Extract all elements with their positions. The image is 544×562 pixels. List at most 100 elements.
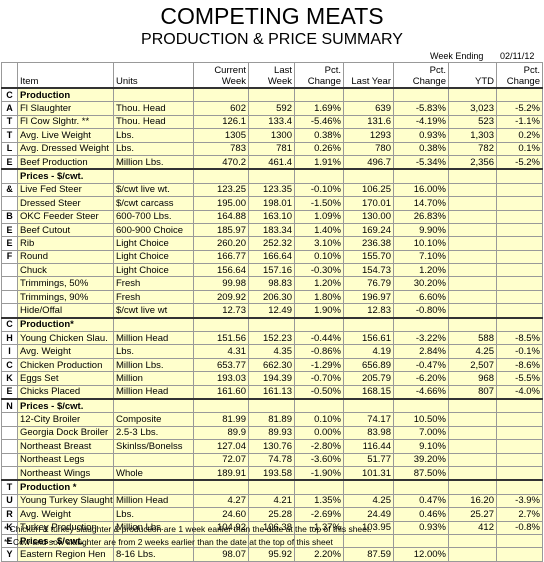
value-cell: 782 <box>448 141 497 156</box>
title: COMPETING MEATS <box>160 3 384 29</box>
value-cell: 4.25 <box>448 344 497 359</box>
value-cell <box>248 316 295 333</box>
value-cell: 236.38 <box>343 236 394 251</box>
units <box>113 87 194 103</box>
value-cell: 2,356 <box>448 154 497 170</box>
table-row: C Production <box>1 87 543 103</box>
value-cell: 1.90% <box>294 303 344 319</box>
value-cell: 523 <box>448 114 497 130</box>
value-cell <box>343 479 394 495</box>
value-cell: 16.00% <box>393 182 449 198</box>
value-cell: 163.10 <box>248 209 295 224</box>
value-cell <box>448 182 497 198</box>
value-cell <box>393 87 449 103</box>
side-letter: F <box>1 249 18 265</box>
value-cell <box>496 209 543 224</box>
value-cell: 602 <box>193 101 249 116</box>
value-cell: -0.47% <box>393 357 449 373</box>
value-cell: 4.19 <box>343 344 394 359</box>
table-row: F Round Light Choice 166.77 166.64 0.10% 155.7… <box>1 249 543 265</box>
value-cell: 260.20 <box>193 236 249 251</box>
units: Composite <box>113 412 194 427</box>
value-cell: 193.58 <box>248 465 295 481</box>
item: Georgia Dock Broiler <box>17 425 114 441</box>
units: 2.5-3 Lbs. <box>113 425 194 441</box>
column-header: Pct. Change <box>294 62 344 89</box>
units: Lbs. <box>113 128 194 143</box>
value-cell: 205.79 <box>343 371 394 386</box>
value-cell: -5.2% <box>496 154 543 170</box>
value-cell: 130.76 <box>248 439 295 454</box>
value-cell: 4.35 <box>248 344 295 359</box>
value-cell <box>448 222 497 238</box>
value-cell: 154.73 <box>343 263 394 278</box>
units: $/cwt live wt <box>113 303 194 319</box>
item: Eggs Set <box>17 371 114 386</box>
value-cell: 166.77 <box>193 249 249 265</box>
value-cell: 183.34 <box>248 222 295 238</box>
units: Million Lbs. <box>113 154 194 170</box>
value-cell <box>496 303 543 319</box>
table-row: T Fl Cow Slghtr. ** Thou. Head 126.1 133.4 -5… <box>1 114 543 130</box>
value-cell: 0.46% <box>393 507 449 522</box>
side-letter <box>1 412 18 427</box>
table-row: R Avg. Weight Lbs. 24.60 25.28 -2.69% 24.49 0.4… <box>1 507 543 522</box>
units: Lbs. <box>113 507 194 522</box>
value-cell: -8.5% <box>496 331 543 346</box>
value-cell: 185.97 <box>193 222 249 238</box>
units: 600-900 Choice <box>113 222 194 238</box>
value-cell: 51.77 <box>343 452 394 467</box>
item: Avg. Weight <box>17 344 114 359</box>
value-cell <box>448 303 497 319</box>
value-cell: 170.01 <box>343 196 394 211</box>
table-row: E Beef Cutout 600-900 Choice 185.97 183.34 1.… <box>1 222 543 238</box>
value-cell: 156.64 <box>193 263 249 278</box>
value-cell: 3.10% <box>294 236 344 251</box>
table-row: L Avg. Dressed Weight Lbs. 783 781 0.26% 780 0.… <box>1 141 543 156</box>
value-cell: -3.9% <box>496 493 543 509</box>
value-cell <box>343 87 394 103</box>
value-cell: 968 <box>448 371 497 386</box>
side-letter: A <box>1 101 18 116</box>
value-cell: -0.1% <box>496 344 543 359</box>
value-cell: 2.20% <box>294 547 344 562</box>
item: Round <box>17 249 114 265</box>
table-row: Chuck Light Choice 156.64 157.16 -0.30% 154.7… <box>1 263 543 278</box>
side-letter: C <box>1 357 18 373</box>
table-row: E Prices - $/cwt. <box>1 533 543 549</box>
side-letter: U <box>1 493 18 509</box>
value-cell: 656.89 <box>343 357 394 373</box>
value-cell: -5.46% <box>294 114 344 130</box>
table-row: Trimmings, 50% Fresh 99.98 98.83 1.20% 76.79 3… <box>1 276 543 291</box>
value-cell: 653.77 <box>193 357 249 373</box>
value-cell <box>248 168 295 184</box>
value-cell: 0.26% <box>294 141 344 156</box>
units: $/cwt live wt. <box>113 182 194 198</box>
value-cell: 166.64 <box>248 249 295 265</box>
value-cell: 1293 <box>343 128 394 143</box>
value-cell <box>496 425 543 441</box>
units: Skinlss/Bonelss <box>113 439 194 454</box>
corner <box>1 62 18 89</box>
value-cell: 588 <box>448 331 497 346</box>
value-cell: 12.83 <box>343 303 394 319</box>
value-cell: -0.8% <box>496 520 543 535</box>
value-cell: 169.24 <box>343 222 394 238</box>
value-cell <box>496 249 543 265</box>
value-cell <box>193 168 249 184</box>
item: Avg. Live Weight <box>17 128 114 143</box>
value-cell: 0.10% <box>294 412 344 427</box>
value-cell: 83.98 <box>343 425 394 441</box>
value-cell <box>496 465 543 481</box>
value-cell <box>496 533 543 549</box>
table-row: K Eggs Set Million 193.03 194.39 -0.70% 205.79… <box>1 371 543 386</box>
section-heading: Prices - $/cwt. <box>17 397 114 414</box>
value-cell <box>496 196 543 211</box>
value-cell: 9.90% <box>393 222 449 238</box>
units: Million Head <box>113 331 194 346</box>
value-cell: -4.19% <box>393 114 449 130</box>
value-cell: -2.80% <box>294 439 344 454</box>
value-cell: -0.30% <box>294 263 344 278</box>
table-row: Northeast Wings Whole 189.91 193.58 -1.90% 10… <box>1 465 543 481</box>
